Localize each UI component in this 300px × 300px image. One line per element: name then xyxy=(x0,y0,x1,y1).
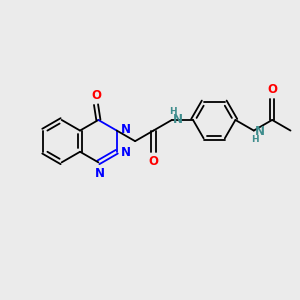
Text: N: N xyxy=(121,123,131,136)
Text: O: O xyxy=(148,155,158,168)
Text: N: N xyxy=(95,167,105,180)
Text: O: O xyxy=(91,89,101,102)
Text: H: H xyxy=(169,107,176,116)
Text: N: N xyxy=(255,125,265,138)
Text: N: N xyxy=(173,112,183,126)
Text: O: O xyxy=(267,83,277,96)
Text: H: H xyxy=(251,135,259,144)
Text: N: N xyxy=(121,146,131,159)
